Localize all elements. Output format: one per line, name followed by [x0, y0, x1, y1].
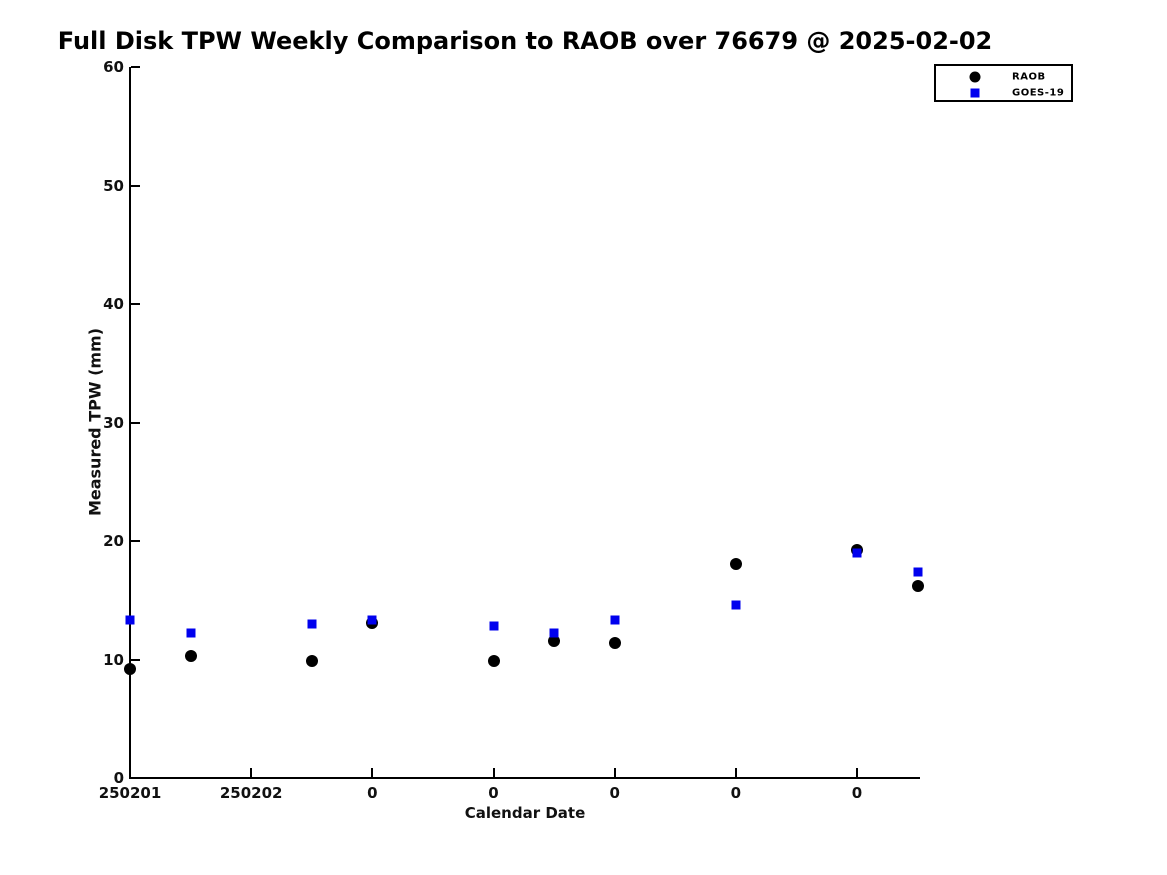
data-point-goes-19 — [610, 615, 620, 625]
chart-title: Full Disk TPW Weekly Comparison to RAOB … — [57, 27, 993, 55]
y-tick-label: 10 — [103, 650, 124, 669]
x-tick-label: 0 — [851, 784, 863, 802]
y-axis-label: Measured TPW (mm) — [85, 327, 105, 517]
y-tick-label: 20 — [103, 532, 124, 550]
y-tick — [131, 184, 140, 187]
x-tick-label: 0 — [488, 784, 499, 802]
x-tick — [129, 768, 131, 777]
data-point-goes-19 — [549, 628, 559, 638]
y-tick-label: 40 — [103, 295, 124, 313]
data-point-raob — [305, 654, 318, 667]
x-tick — [371, 768, 374, 777]
y-tick-label: 60 — [103, 58, 124, 76]
y-tick-label: 0 — [113, 769, 124, 787]
y-tick — [131, 66, 140, 68]
data-point-raob — [487, 654, 500, 667]
legend: RAOB GOES-19 — [934, 64, 1073, 102]
x-tick-label: 0 — [367, 784, 378, 802]
x-tick-label: 250201 — [98, 784, 162, 802]
data-point-goes-19 — [913, 567, 923, 577]
x-tick — [492, 768, 495, 777]
legend-label-raob: RAOB — [1012, 71, 1046, 82]
y-tick — [131, 658, 140, 661]
y-tick — [131, 540, 140, 542]
data-point-goes-19 — [852, 548, 862, 558]
data-point-raob — [124, 662, 136, 675]
data-point-goes-19 — [367, 615, 377, 625]
data-point-raob — [911, 580, 924, 593]
data-point-raob — [184, 649, 197, 662]
legend-label-goes-19: GOES-19 — [1012, 87, 1065, 98]
y-tick-label: 50 — [103, 176, 124, 195]
x-tick — [856, 768, 858, 777]
data-point-goes-19 — [731, 600, 741, 610]
data-point-raob — [608, 636, 621, 649]
y-tick — [131, 777, 140, 779]
y-tick — [131, 421, 140, 424]
data-point-goes-19 — [307, 619, 317, 629]
data-point-goes-19 — [186, 628, 196, 638]
y-tick-label: 30 — [103, 413, 124, 432]
data-point-goes-19 — [489, 621, 498, 631]
x-tick — [250, 768, 253, 777]
x-axis-line — [129, 777, 920, 779]
data-point-raob — [729, 557, 742, 570]
x-tick-label: 0 — [730, 784, 742, 802]
legend-raob-circle-icon — [969, 71, 981, 82]
y-tick — [131, 303, 140, 305]
x-axis-label: Calendar Date — [464, 804, 586, 822]
x-tick-label: 250202 — [219, 784, 283, 802]
legend-goes19-square-icon — [970, 88, 980, 97]
x-tick-label: 0 — [609, 784, 620, 802]
data-point-goes-19 — [125, 615, 135, 625]
x-tick — [613, 768, 616, 777]
x-tick — [734, 768, 737, 777]
y-axis-line — [129, 67, 131, 779]
